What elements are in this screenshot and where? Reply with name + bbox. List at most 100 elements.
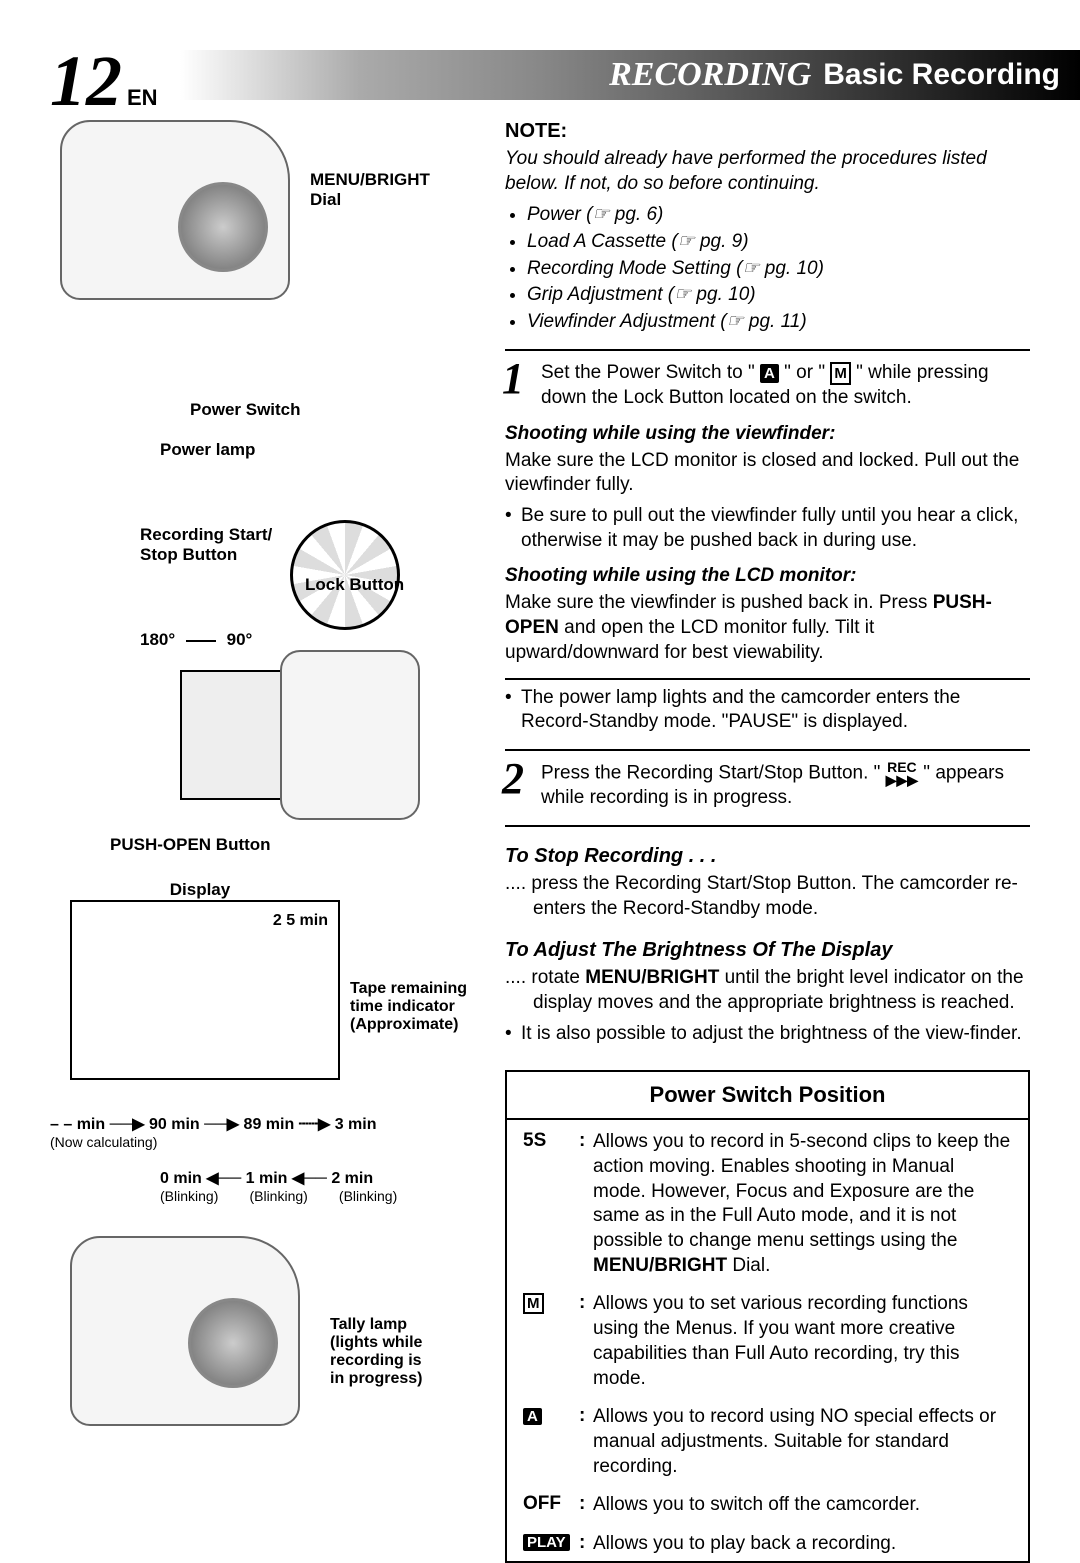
step-number-2: 2 bbox=[502, 753, 524, 804]
diagram-tally: Tally lamp (lights while recording is in… bbox=[50, 1226, 480, 1446]
label-tally-3: recording is bbox=[330, 1352, 422, 1370]
page-number: 12 bbox=[50, 40, 122, 123]
psp-key: OFF bbox=[523, 1493, 579, 1518]
tape-time-flow: – – min ──▶ 90 min ──▶ 89 min ┄┄▶ 3 min … bbox=[50, 1114, 480, 1206]
label-menu-bright: MENU/BRIGHT Dial bbox=[310, 170, 460, 210]
psp-key: A bbox=[523, 1405, 579, 1479]
display-value: 2 5 min bbox=[273, 912, 328, 930]
display-section: Display 2 5 min Tape remaining time indi… bbox=[50, 880, 480, 1034]
step1-text-a: Set the Power Switch to " bbox=[541, 362, 760, 383]
label-tape-remaining-3: (Approximate) bbox=[350, 1016, 480, 1034]
step-2: 2 Press the Recording Start/Stop Button.… bbox=[505, 749, 1030, 827]
note-item: Load A Cassette (☞ pg. 9) bbox=[527, 229, 1030, 256]
label-tape-remaining-1: Tape remaining bbox=[350, 980, 480, 998]
lens-icon bbox=[178, 182, 268, 272]
power-switch-position-box: Power Switch Position 5S:Allows you to r… bbox=[505, 1070, 1030, 1562]
psp-row: PLAY:Allows you to play back a recording… bbox=[507, 1522, 1028, 1561]
rec-icon: REC▶▶▶ bbox=[886, 761, 918, 786]
psp-key: M bbox=[523, 1292, 579, 1391]
diagram-lcd: 180° 90° PUSH-OPEN Button bbox=[50, 630, 480, 860]
camcorder-outline bbox=[60, 120, 290, 300]
label-power-switch: Power Switch bbox=[190, 400, 301, 420]
psp-desc: Allows you to switch off the camcorder. bbox=[593, 1493, 920, 1518]
psp-row: M:Allows you to set various recording fu… bbox=[507, 1282, 1028, 1395]
psp-key-icon: M bbox=[523, 1293, 544, 1314]
blinking-3: (Blinking) bbox=[339, 1188, 397, 1204]
label-tally-2: (lights while bbox=[330, 1334, 422, 1352]
psp-colon: : bbox=[579, 1532, 593, 1557]
angle-arrow-icon bbox=[186, 640, 216, 642]
bright-body-a: .... rotate bbox=[505, 967, 585, 988]
psp-desc: Allows you to record in 5-second clips t… bbox=[593, 1130, 1012, 1278]
viewfinder-bullet: Be sure to pull out the viewfinder fully… bbox=[505, 504, 1030, 553]
rec-bot: ▶▶▶ bbox=[886, 772, 918, 788]
power-lamp-bullet: The power lamp lights and the camcorder … bbox=[505, 686, 1030, 735]
label-tally-4: in progress) bbox=[330, 1370, 422, 1388]
lcd-body-b: and open the LCD monitor fully. Tilt it … bbox=[505, 617, 874, 663]
psp-colon: : bbox=[579, 1130, 593, 1278]
step-2-text: Press the Recording Start/Stop Button. "… bbox=[541, 761, 1030, 811]
psp-key: PLAY bbox=[523, 1532, 579, 1557]
step-1: 1 Set the Power Switch to " A " or " M "… bbox=[505, 349, 1030, 735]
brightness-head: To Adjust The Brightness Of The Display bbox=[505, 939, 1030, 962]
psp-key: 5S bbox=[523, 1130, 579, 1278]
label-tally-1: Tally lamp bbox=[330, 1316, 422, 1334]
subhead-lcd: Shooting while using the LCD monitor: bbox=[505, 565, 1030, 587]
step-1-text: Set the Power Switch to " A " or " M " w… bbox=[541, 361, 1030, 410]
step2-text-a: Press the Recording Start/Stop Button. " bbox=[541, 763, 886, 784]
note-item: Grip Adjustment (☞ pg. 10) bbox=[527, 282, 1030, 309]
psp-row: OFF:Allows you to switch off the camcord… bbox=[507, 1483, 1028, 1522]
min-flow-bot: 0 min ◀── 1 min ◀── 2 min bbox=[160, 1168, 480, 1188]
subhead-viewfinder: Shooting while using the viewfinder: bbox=[505, 423, 1030, 445]
note-item: Recording Mode Setting (☞ pg. 10) bbox=[527, 256, 1030, 283]
blinking-1: (Blinking) bbox=[160, 1188, 245, 1204]
diagram-power-switch: Power Switch Power lamp Recording Start/… bbox=[50, 400, 480, 610]
note-list: Power (☞ pg. 6) Load A Cassette (☞ pg. 9… bbox=[527, 202, 1030, 335]
brightness-bullet: It is also possible to adjust the bright… bbox=[505, 1022, 1030, 1047]
page-number-area: 12 EN bbox=[50, 40, 158, 123]
blinking-2: (Blinking) bbox=[249, 1188, 334, 1204]
step1-text-b: " or " bbox=[779, 362, 831, 383]
label-rec-start-stop: Recording Start/ Stop Button bbox=[140, 525, 272, 565]
label-lock-button: Lock Button bbox=[305, 575, 404, 595]
diagram-camcorder-top: MENU/BRIGHT Dial bbox=[50, 120, 480, 380]
label-tape-remaining-2: time indicator bbox=[350, 998, 480, 1016]
m-mode-icon: M bbox=[830, 362, 851, 386]
camcorder-body-icon bbox=[280, 650, 420, 820]
psp-key-icon: PLAY bbox=[523, 1534, 570, 1551]
header-bar: RECORDING Basic Recording bbox=[180, 50, 1080, 100]
stop-recording-head: To Stop Recording . . . bbox=[505, 845, 1030, 868]
step-number-1: 1 bbox=[502, 353, 524, 404]
psp-desc: Allows you to play back a recording. bbox=[593, 1532, 896, 1557]
tally-camcorder-icon bbox=[70, 1236, 300, 1426]
psp-colon: : bbox=[579, 1405, 593, 1479]
header-title-recording: RECORDING bbox=[609, 56, 811, 94]
label-angle-180: 180° bbox=[140, 630, 175, 649]
left-column: MENU/BRIGHT Dial Power Switch Power lamp… bbox=[50, 120, 480, 1446]
min-flow-top: – – min ──▶ 90 min ──▶ 89 min ┄┄▶ 3 min bbox=[50, 1114, 480, 1134]
lcd-body-a: Make sure the viewfinder is pushed back … bbox=[505, 592, 933, 613]
min-flow-now-calc: (Now calculating) bbox=[50, 1134, 480, 1150]
note-heading: NOTE: bbox=[505, 120, 1030, 143]
header-title-basic: Basic Recording bbox=[823, 58, 1060, 92]
note-item: Viewfinder Adjustment (☞ pg. 11) bbox=[527, 309, 1030, 336]
stop-recording-body: .... press the Recording Start/Stop Butt… bbox=[505, 872, 1030, 921]
note-item: Power (☞ pg. 6) bbox=[527, 202, 1030, 229]
label-angle-90: 90° bbox=[227, 630, 253, 649]
psp-row: 5S:Allows you to record in 5-second clip… bbox=[507, 1120, 1028, 1282]
bright-mb-bold: MENU/BRIGHT bbox=[585, 967, 719, 988]
a-mode-icon: A bbox=[760, 364, 779, 384]
psp-colon: : bbox=[579, 1493, 593, 1518]
psp-desc: Allows you to record using NO special ef… bbox=[593, 1405, 1012, 1479]
page-lang: EN bbox=[127, 85, 158, 111]
label-push-open: PUSH-OPEN Button bbox=[110, 835, 271, 855]
viewfinder-body: Make sure the LCD monitor is closed and … bbox=[505, 449, 1030, 498]
right-column: NOTE: You should already have performed … bbox=[505, 120, 1030, 1563]
label-power-lamp: Power lamp bbox=[160, 440, 255, 460]
lcd-body: Make sure the viewfinder is pushed back … bbox=[505, 591, 1030, 665]
psp-row: A:Allows you to record using NO special … bbox=[507, 1395, 1028, 1483]
psp-title: Power Switch Position bbox=[507, 1072, 1028, 1120]
psp-key-icon: A bbox=[523, 1408, 542, 1425]
display-box: 2 5 min bbox=[70, 900, 340, 1080]
note-intro: You should already have performed the pr… bbox=[505, 147, 1030, 196]
